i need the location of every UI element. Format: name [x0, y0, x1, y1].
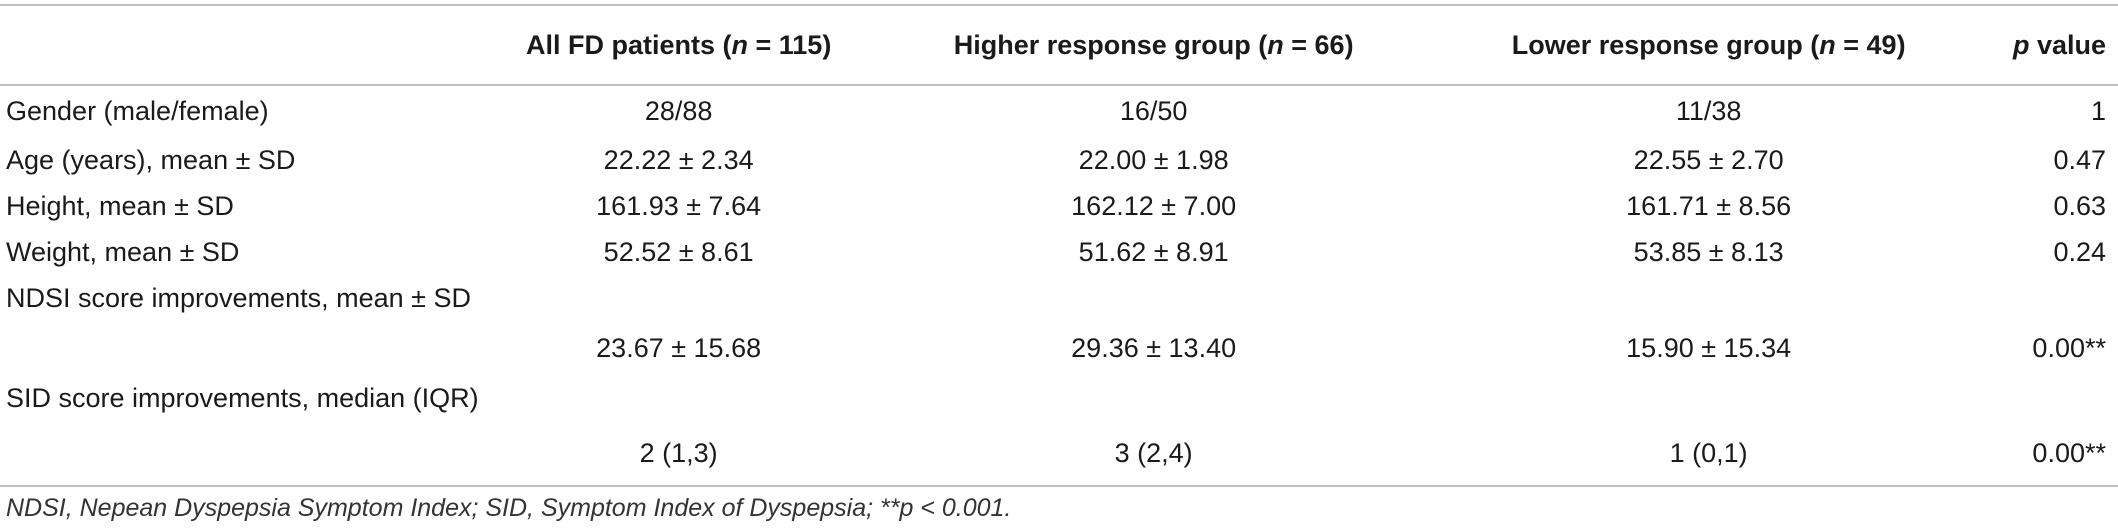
- row-label: SID score improvements, median (IQR): [6, 382, 479, 413]
- table-row: Weight, mean ± SD 52.52 ± 8.61 51.62 ± 8…: [0, 229, 2118, 275]
- cell-p: [1989, 275, 2118, 321]
- cell-p: 0.24: [2053, 236, 2106, 267]
- cell-all: 23.67 ± 15.68: [596, 332, 762, 363]
- cell-higher: 16/50: [1119, 96, 1188, 126]
- header-cell-label: [0, 4, 479, 86]
- cell-all: [479, 275, 879, 321]
- cell-higher: 22.00 ± 1.98: [1078, 144, 1229, 175]
- table-row: Age (years), mean ± SD 22.22 ± 2.34 22.0…: [0, 137, 2118, 183]
- cell-p: 1: [2090, 96, 2106, 126]
- row-label: Height, mean ± SD: [6, 190, 234, 221]
- cell-p: 0.00**: [1988, 421, 2118, 487]
- cell-all: 2 (1,3): [478, 421, 879, 487]
- cell-lower: [1429, 275, 1989, 321]
- cell-all: 52.52 ± 8.61: [603, 236, 754, 267]
- row-label: Age (years), mean ± SD: [6, 144, 296, 175]
- cell-p: 0.47: [2053, 144, 2106, 175]
- cell-lower: 1 (0,1): [1428, 421, 1989, 487]
- cell-all: 22.22 ± 2.34: [603, 144, 754, 175]
- cell-lower: 15.90 ± 15.34: [1626, 332, 1792, 363]
- cell-higher: [879, 275, 1429, 321]
- row-label: [0, 421, 479, 487]
- row-label: NDSI score improvements, mean ± SD: [6, 282, 471, 313]
- table-row: NDSI score improvements, mean ± SD: [0, 275, 2118, 321]
- cell-higher: [879, 375, 1429, 421]
- cell-lower: 22.55 ± 2.70: [1633, 144, 1784, 175]
- table-row: 2 (1,3) 3 (2,4) 1 (0,1) 0.00**: [0, 421, 2118, 487]
- cell-higher: 3 (2,4): [878, 421, 1429, 487]
- cell-higher: 162.12 ± 7.00: [1071, 190, 1237, 221]
- cell-p: 0.00**: [2032, 332, 2106, 363]
- cell-lower: [1429, 375, 1989, 421]
- header-row: All FD patients (n = 115) Higher respons…: [0, 4, 2118, 86]
- table-footnote: NDSI, Nepean Dyspepsia Symptom Index; SI…: [6, 494, 1012, 522]
- header-cell-all: All FD patients (n = 115): [478, 4, 879, 86]
- cell-higher: 51.62 ± 8.91: [1078, 236, 1229, 267]
- table-row: 23.67 ± 15.68 29.36 ± 13.40 15.90 ± 15.3…: [0, 321, 2118, 375]
- cell-lower: 53.85 ± 8.13: [1633, 236, 1784, 267]
- row-label: Weight, mean ± SD: [6, 236, 240, 267]
- cell-p: [1989, 375, 2118, 421]
- cell-lower: 161.71 ± 8.56: [1626, 190, 1792, 221]
- cell-p: 0.63: [2053, 190, 2106, 221]
- cell-all: [479, 375, 879, 421]
- header-cell-higher: Higher response group (n = 66): [878, 4, 1429, 86]
- cell-all: 161.93 ± 7.64: [596, 190, 762, 221]
- table-row: SID score improvements, median (IQR): [0, 375, 2118, 421]
- cell-lower: 11/38: [1675, 96, 1742, 126]
- characteristics-table: All FD patients (n = 115) Higher respons…: [0, 4, 2118, 487]
- row-label: Gender (male/female): [6, 96, 269, 126]
- cell-all: 28/88: [644, 96, 713, 126]
- table-row: Height, mean ± SD 161.93 ± 7.64 162.12 ±…: [0, 183, 2118, 229]
- header-cell-lower: Lower response group (n = 49): [1428, 4, 1989, 86]
- row-label: [0, 321, 479, 375]
- table-row: Gender (male/female) 28/88 16/50 11/38 1: [0, 85, 2118, 137]
- cell-higher: 29.36 ± 13.40: [1071, 332, 1237, 363]
- header-cell-p: p value: [1988, 4, 2118, 86]
